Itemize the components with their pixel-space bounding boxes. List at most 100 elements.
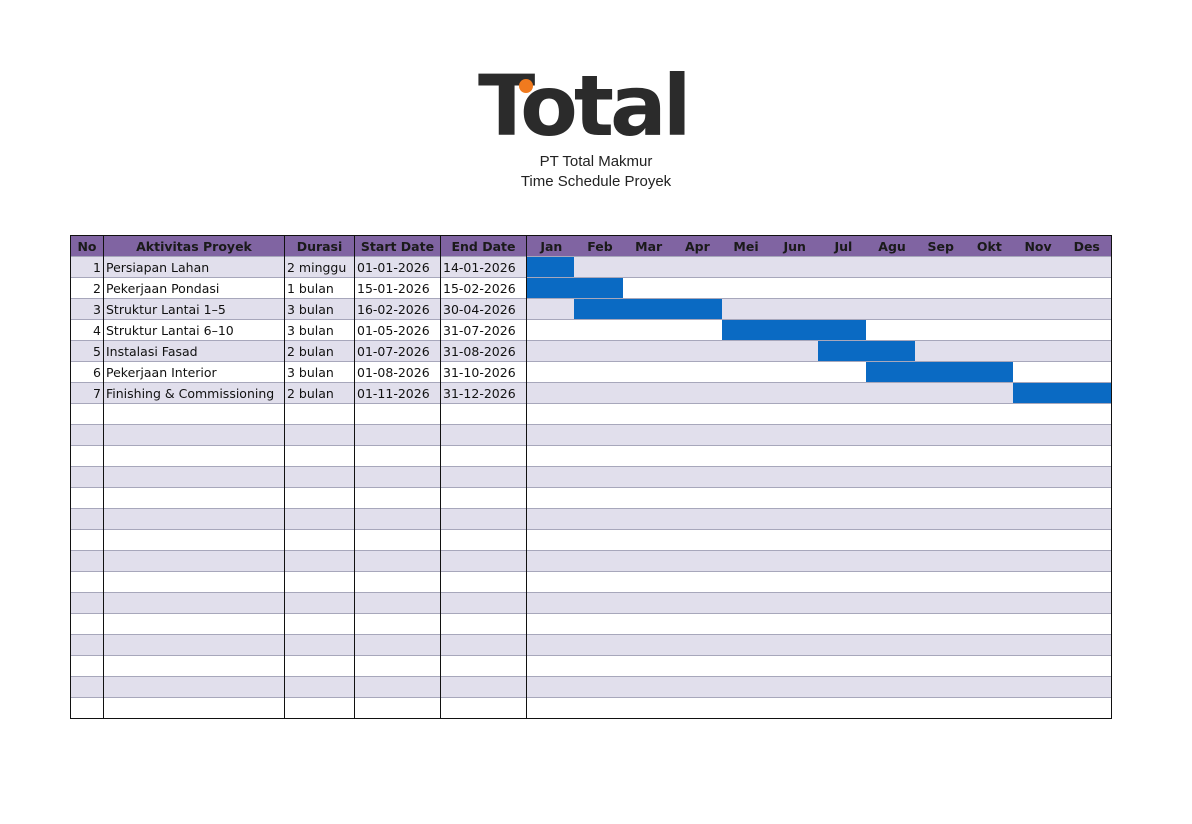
cell-activity[interactable] [103,529,285,551]
cell-duration[interactable] [284,676,355,698]
cell-end-date[interactable]: 31-08-2026 [440,340,527,362]
cell-end-date[interactable]: 15-02-2026 [440,277,527,299]
cell-no[interactable] [70,403,104,425]
cell-duration[interactable] [284,571,355,593]
cell-activity[interactable]: Persiapan Lahan [103,256,285,278]
gantt-bar[interactable] [817,341,916,361]
cell-start-date[interactable] [354,445,441,467]
cell-start-date[interactable] [354,592,441,614]
cell-no[interactable] [70,424,104,446]
cell-start-date[interactable] [354,550,441,572]
cell-no[interactable] [70,487,104,509]
cell-start-date[interactable] [354,466,441,488]
cell-end-date[interactable] [440,508,527,530]
cell-duration[interactable]: 1 bulan [284,277,355,299]
cell-duration[interactable] [284,466,355,488]
cell-end-date[interactable] [440,529,527,551]
cell-activity[interactable] [103,571,285,593]
cell-start-date[interactable] [354,487,441,509]
cell-no[interactable] [70,529,104,551]
cell-activity[interactable] [103,445,285,467]
cell-duration[interactable] [284,634,355,656]
cell-activity[interactable] [103,592,285,614]
cell-no[interactable] [70,676,104,698]
cell-duration[interactable] [284,445,355,467]
cell-duration[interactable] [284,550,355,572]
cell-end-date[interactable]: 31-12-2026 [440,382,527,404]
cell-activity[interactable] [103,676,285,698]
cell-end-date[interactable] [440,676,527,698]
cell-no[interactable] [70,550,104,572]
cell-end-date[interactable] [440,550,527,572]
cell-end-date[interactable]: 31-10-2026 [440,361,527,383]
cell-start-date[interactable] [354,697,441,719]
cell-no[interactable]: 5 [70,340,104,362]
cell-duration[interactable] [284,424,355,446]
gantt-bar[interactable] [721,320,867,340]
cell-start-date[interactable]: 01-01-2026 [354,256,441,278]
cell-start-date[interactable] [354,424,441,446]
gantt-bar[interactable] [527,257,575,277]
cell-end-date[interactable] [440,613,527,635]
cell-duration[interactable] [284,403,355,425]
cell-start-date[interactable]: 16-02-2026 [354,298,441,320]
cell-start-date[interactable] [354,529,441,551]
cell-no[interactable] [70,571,104,593]
cell-end-date[interactable] [440,697,527,719]
cell-start-date[interactable]: 01-08-2026 [354,361,441,383]
cell-duration[interactable] [284,697,355,719]
cell-end-date[interactable] [440,592,527,614]
cell-no[interactable] [70,655,104,677]
cell-start-date[interactable] [354,613,441,635]
cell-no[interactable]: 1 [70,256,104,278]
cell-activity[interactable] [103,634,285,656]
cell-duration[interactable] [284,655,355,677]
cell-end-date[interactable] [440,655,527,677]
cell-duration[interactable]: 2 minggu [284,256,355,278]
cell-end-date[interactable] [440,487,527,509]
cell-duration[interactable] [284,487,355,509]
cell-start-date[interactable] [354,403,441,425]
cell-start-date[interactable] [354,634,441,656]
cell-activity[interactable] [103,508,285,530]
cell-end-date[interactable] [440,403,527,425]
cell-end-date[interactable] [440,445,527,467]
cell-start-date[interactable]: 15-01-2026 [354,277,441,299]
cell-activity[interactable] [103,403,285,425]
cell-activity[interactable] [103,697,285,719]
cell-duration[interactable]: 2 bulan [284,340,355,362]
cell-no[interactable] [70,466,104,488]
gantt-bar[interactable] [527,278,623,298]
cell-activity[interactable] [103,550,285,572]
cell-duration[interactable]: 3 bulan [284,319,355,341]
cell-activity[interactable]: Pekerjaan Interior [103,361,285,383]
cell-end-date[interactable] [440,571,527,593]
gantt-bar[interactable] [574,299,722,319]
cell-start-date[interactable] [354,655,441,677]
cell-duration[interactable] [284,613,355,635]
cell-start-date[interactable] [354,508,441,530]
cell-start-date[interactable] [354,676,441,698]
cell-end-date[interactable]: 14-01-2026 [440,256,527,278]
cell-start-date[interactable]: 01-05-2026 [354,319,441,341]
cell-no[interactable]: 4 [70,319,104,341]
gantt-bar[interactable] [865,362,1013,382]
cell-no[interactable] [70,634,104,656]
cell-no[interactable]: 6 [70,361,104,383]
cell-activity[interactable]: Finishing & Commissioning [103,382,285,404]
cell-start-date[interactable] [354,571,441,593]
cell-duration[interactable]: 2 bulan [284,382,355,404]
cell-no[interactable]: 3 [70,298,104,320]
cell-no[interactable]: 7 [70,382,104,404]
cell-duration[interactable] [284,529,355,551]
cell-activity[interactable] [103,424,285,446]
cell-activity[interactable] [103,466,285,488]
cell-no[interactable] [70,697,104,719]
cell-activity[interactable]: Struktur Lantai 1–5 [103,298,285,320]
cell-activity[interactable]: Pekerjaan Pondasi [103,277,285,299]
cell-start-date[interactable]: 01-07-2026 [354,340,441,362]
cell-activity[interactable] [103,613,285,635]
cell-end-date[interactable] [440,466,527,488]
cell-no[interactable] [70,592,104,614]
cell-no[interactable] [70,508,104,530]
